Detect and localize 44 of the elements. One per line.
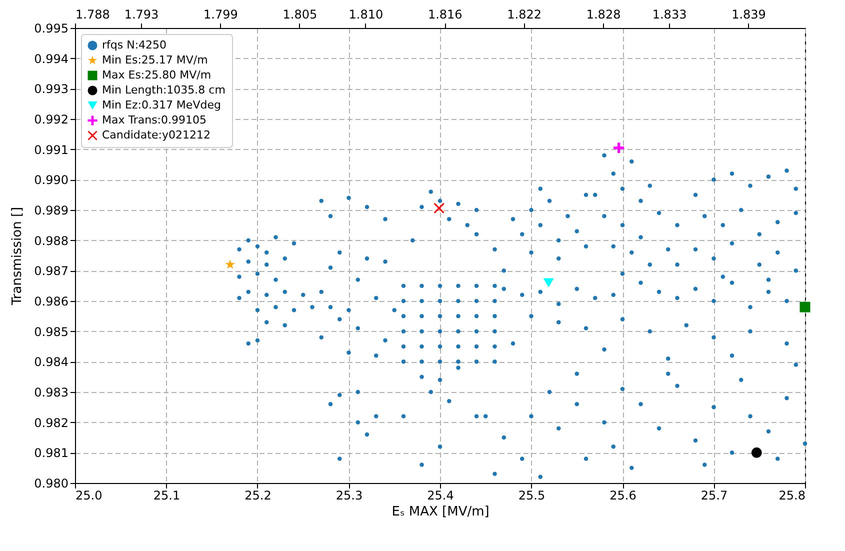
x-tick-label: 25.5 [518, 488, 546, 502]
y-tick-label: 0.980 [34, 476, 68, 490]
x-axis-title: Eₛ MAX [MV/m] [392, 504, 490, 520]
y-tick-label: 0.992 [34, 112, 68, 126]
x2-tick-label: 1.793 [124, 8, 159, 22]
legend-label: Candidate:y021212 [102, 128, 210, 142]
y-tick-label: 0.982 [34, 416, 68, 430]
y-tick-label: 0.990 [34, 173, 68, 188]
y-axis-title: Transmission [] [10, 206, 26, 306]
x2-tick-label: 1.839 [732, 8, 766, 22]
y-tick-label: 0.983 [34, 386, 68, 400]
y-tick-label: 0.984 [34, 355, 68, 370]
x2-tick-label: 1.788 [76, 8, 110, 22]
legend-label: Max Trans:0.99105 [102, 114, 206, 126]
x2-tick-label: 1.810 [348, 8, 384, 22]
y-tick-label: 0.989 [34, 204, 68, 218]
y-tick-label: 0.995 [34, 22, 68, 36]
legend-label: Min Ez:0.317 MeVdeg [102, 98, 221, 112]
y-tick-label: 0.981 [34, 446, 68, 460]
x-tick-label: 25.2 [244, 488, 272, 502]
x-tick-label: 25.4 [427, 488, 454, 502]
y-tick-label: 0.991 [34, 142, 68, 157]
x2-tick-label: 1.805 [282, 8, 318, 22]
y-tick-label: 0.986 [34, 294, 68, 308]
x-tick-label: 25.0 [76, 488, 102, 502]
legend-label: Min Es:25.17 MV/m [102, 54, 208, 66]
legend-label: Max Es:25.80 MV/m [102, 68, 212, 82]
x2-tick-label: 1.822 [507, 8, 542, 22]
x-tick-label: 25.1 [153, 488, 180, 502]
y-tick-label: 0.994 [34, 52, 68, 66]
y-tick-label: 0.985 [34, 324, 68, 339]
x-tick-label: 25.3 [336, 488, 363, 502]
x2-tick-label: 1.816 [428, 8, 462, 22]
x2-tick-label: 1.833 [652, 8, 687, 22]
y-tick-label: 0.993 [34, 82, 68, 96]
x2-tick-label: 1.828 [586, 8, 621, 22]
legend-label: Min Length:1035.8 cm [102, 84, 226, 96]
y-tick-label: 0.988 [34, 234, 68, 248]
x-tick-label: 25.6 [610, 488, 636, 502]
legend-label: rfqs N:4250 [102, 38, 167, 52]
x-tick-label: 25.8 [778, 488, 806, 502]
x2-tick-label: 1.799 [204, 8, 238, 22]
y-tick-label: 0.987 [34, 264, 68, 278]
x-tick-label: 25.7 [700, 488, 728, 502]
